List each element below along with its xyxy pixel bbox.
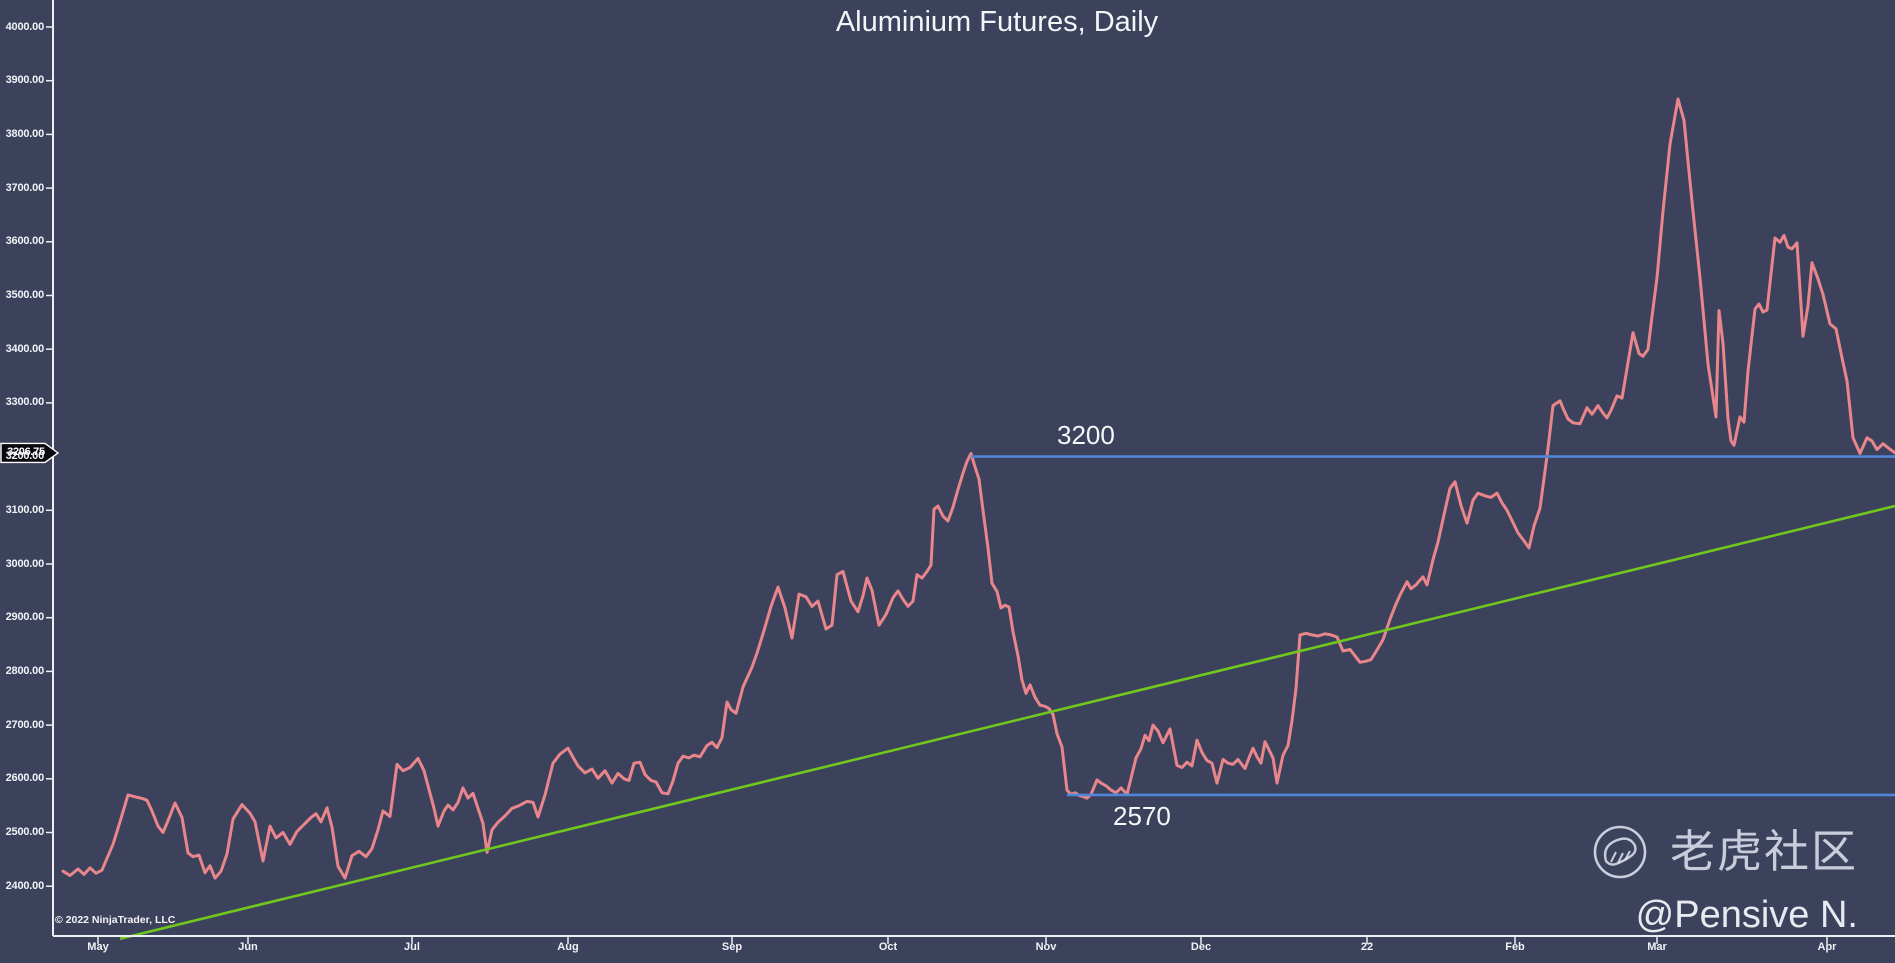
resistance-level-label: 3200 bbox=[1057, 420, 1115, 450]
chart-title: Aluminium Futures, Daily bbox=[835, 6, 1159, 38]
copyright-text: © 2022 NinjaTrader, LLC bbox=[55, 914, 176, 926]
author-handle: @Pensive N. bbox=[1635, 894, 1858, 936]
watermark-community-name: 老虎社区 bbox=[1670, 826, 1859, 877]
y-axis-label: 2600.00 bbox=[5, 772, 45, 785]
x-axis-label: Jun bbox=[238, 941, 258, 953]
y-axis-label: 3000.00 bbox=[5, 557, 45, 570]
tiger-logo-icon bbox=[1593, 825, 1647, 879]
y-axis-label: 3400.00 bbox=[5, 342, 45, 355]
x-axis-label: Oct bbox=[878, 941, 898, 953]
watermark: 老虎社区 bbox=[1590, 820, 1890, 884]
y-axis-label: 3800.00 bbox=[5, 127, 45, 140]
y-axis-label: 3900.00 bbox=[5, 74, 45, 87]
y-axis-label: 3500.00 bbox=[5, 289, 45, 301]
last-price-marker bbox=[0, 442, 60, 464]
y-axis-label: 2500.00 bbox=[5, 826, 45, 838]
y-axis-label: 3700.00 bbox=[5, 181, 45, 194]
y-axis-label: 3300.00 bbox=[5, 396, 45, 409]
x-axis-label: Apr bbox=[1817, 941, 1837, 953]
y-axis-label: 2400.00 bbox=[5, 879, 45, 892]
y-axis-label: 4000.00 bbox=[5, 20, 45, 33]
x-axis-label: Jul bbox=[404, 941, 420, 953]
last-price-tag: 3206.75 bbox=[7, 445, 45, 458]
y-axis-label: 2900.00 bbox=[5, 611, 45, 624]
y-axis-label: 3600.00 bbox=[5, 235, 45, 248]
x-axis-label: Nov bbox=[1035, 941, 1057, 953]
price-line[interactable] bbox=[61, 97, 1895, 880]
trend-line[interactable] bbox=[119, 504, 1895, 941]
x-axis-label: Feb bbox=[1505, 941, 1525, 953]
y-axis-label: 3200.00 bbox=[5, 450, 45, 463]
x-axis-label: Dec bbox=[1190, 941, 1212, 953]
x-axis-label: Mar bbox=[1647, 941, 1667, 953]
y-axis-label: 2700.00 bbox=[5, 718, 45, 731]
support-level-label: 2570 bbox=[1113, 801, 1171, 831]
x-axis-label: May bbox=[87, 941, 109, 953]
y-axis-label: 3100.00 bbox=[5, 503, 45, 516]
x-axis-label: 22 bbox=[1360, 941, 1374, 953]
y-axis-label: 2800.00 bbox=[5, 664, 45, 677]
x-axis-label: Sep bbox=[721, 941, 743, 953]
x-axis-label: Aug bbox=[557, 941, 579, 953]
